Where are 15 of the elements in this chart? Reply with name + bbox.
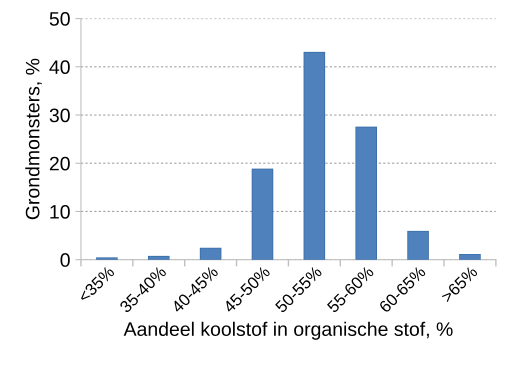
y-tick-label: 10 — [50, 204, 70, 219]
y-axis-title: Grondmonsters, % — [25, 58, 42, 220]
bar — [252, 168, 274, 260]
x-axis-title: Aandeel koolstof in organische stof, % — [124, 322, 453, 340]
bar — [304, 52, 326, 260]
y-tick-label: 30 — [50, 108, 70, 122]
y-tick-label: 50 — [50, 12, 70, 26]
bar — [459, 254, 481, 260]
bar — [200, 248, 222, 260]
bar — [148, 256, 170, 260]
y-tick-label: 20 — [50, 156, 70, 170]
y-tick-label: 0 — [60, 253, 70, 267]
bar — [407, 230, 429, 260]
y-tick-label: 40 — [49, 60, 70, 74]
bar — [355, 126, 378, 260]
